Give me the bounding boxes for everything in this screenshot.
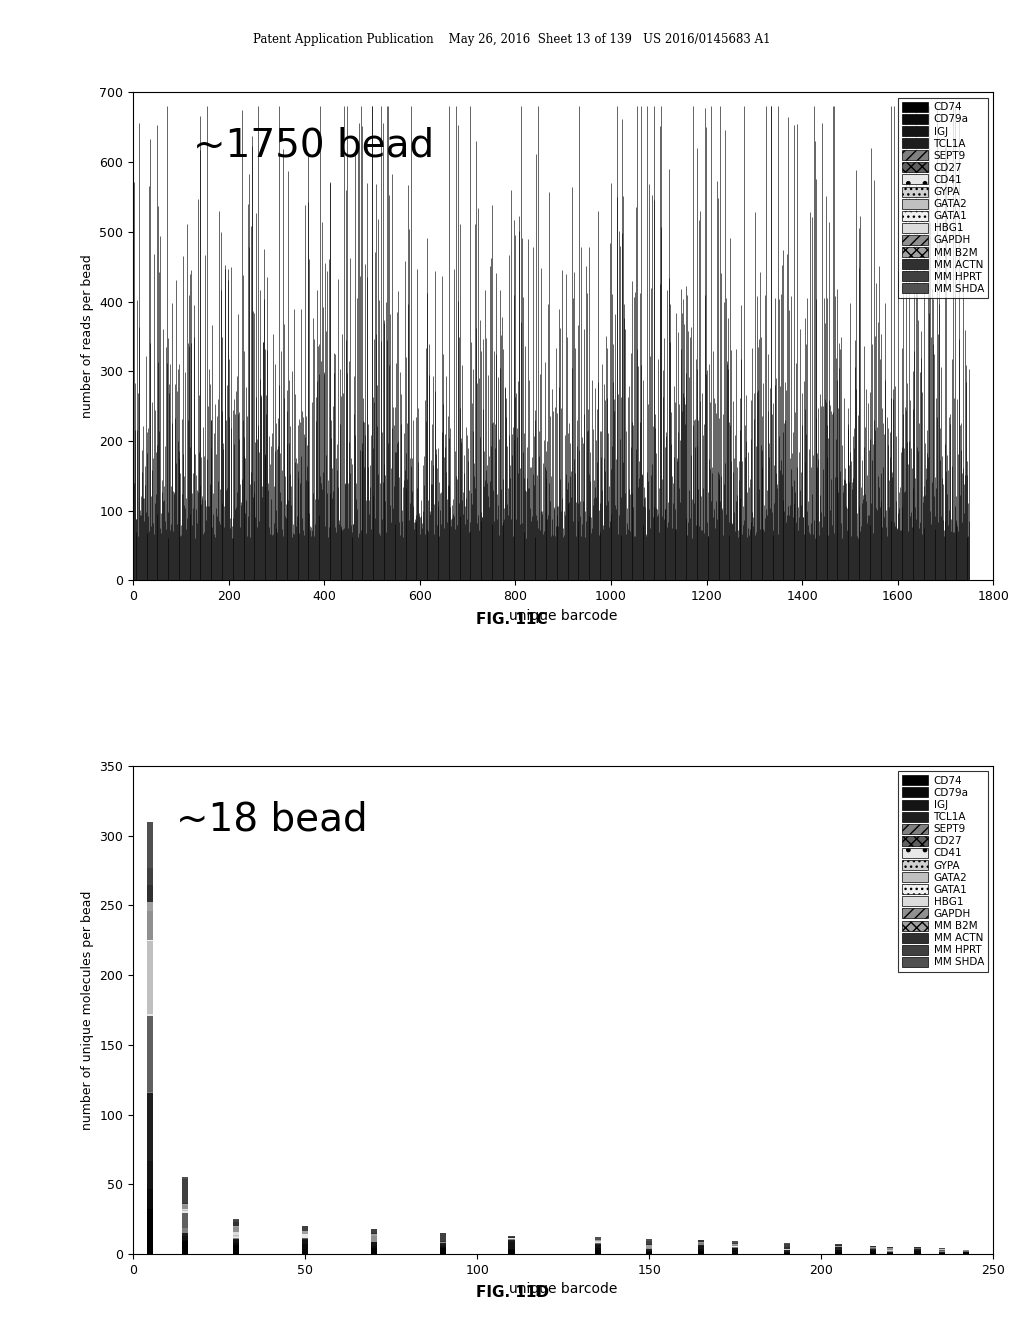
- Bar: [836, 1247, 842, 1250]
- Bar: [509, 1239, 515, 1242]
- Bar: [783, 1250, 790, 1251]
- Bar: [233, 1238, 240, 1241]
- Bar: [233, 1232, 240, 1236]
- Bar: [233, 1242, 240, 1245]
- Bar: [697, 1251, 703, 1254]
- Bar: [181, 1205, 187, 1209]
- Bar: [181, 1210, 187, 1213]
- Bar: [869, 1250, 876, 1251]
- Bar: [147, 1162, 154, 1189]
- Bar: [302, 1234, 308, 1238]
- Bar: [595, 1245, 601, 1247]
- Bar: [233, 1220, 240, 1222]
- Bar: [646, 1241, 652, 1245]
- Bar: [914, 1250, 921, 1251]
- Bar: [646, 1249, 652, 1250]
- Bar: [233, 1245, 240, 1254]
- X-axis label: unique barcode: unique barcode: [509, 1282, 617, 1296]
- Bar: [783, 1245, 790, 1247]
- Bar: [371, 1229, 377, 1233]
- Bar: [887, 1247, 893, 1250]
- X-axis label: unique barcode: unique barcode: [509, 609, 617, 623]
- Bar: [147, 911, 154, 940]
- Text: FIG. 11D: FIG. 11D: [475, 1286, 549, 1300]
- Bar: [646, 1238, 652, 1241]
- Bar: [181, 1233, 187, 1237]
- Legend: CD74, CD79a, IGJ, TCL1A, SEPT9, CD27, CD41, GYPA, GATA2, GATA1, HBG1, GAPDH, MM : CD74, CD79a, IGJ, TCL1A, SEPT9, CD27, CD…: [898, 771, 988, 972]
- Bar: [732, 1246, 738, 1247]
- Bar: [836, 1250, 842, 1253]
- Bar: [595, 1242, 601, 1243]
- Bar: [646, 1253, 652, 1254]
- Bar: [302, 1226, 308, 1232]
- Bar: [371, 1242, 377, 1246]
- Bar: [233, 1241, 240, 1242]
- Bar: [147, 884, 154, 903]
- Bar: [302, 1243, 308, 1254]
- Bar: [371, 1237, 377, 1242]
- Bar: [147, 869, 154, 884]
- Y-axis label: number of unique molecules per bead: number of unique molecules per bead: [81, 890, 94, 1130]
- Bar: [783, 1247, 790, 1249]
- Y-axis label: number of reads per bead: number of reads per bead: [81, 255, 94, 418]
- Bar: [147, 1014, 154, 1015]
- Bar: [181, 1213, 187, 1228]
- Bar: [181, 1228, 187, 1233]
- Bar: [595, 1250, 601, 1254]
- Bar: [697, 1243, 703, 1245]
- Bar: [147, 903, 154, 911]
- Bar: [697, 1246, 703, 1250]
- Bar: [147, 1015, 154, 1093]
- Bar: [439, 1249, 445, 1254]
- Bar: [147, 1189, 154, 1209]
- Bar: [233, 1226, 240, 1232]
- Bar: [147, 941, 154, 1014]
- Bar: [371, 1249, 377, 1254]
- Text: ~1750 bead: ~1750 bead: [194, 127, 434, 165]
- Text: FIG. 11C: FIG. 11C: [476, 612, 548, 627]
- Bar: [439, 1243, 445, 1245]
- Bar: [697, 1241, 703, 1242]
- Bar: [147, 1209, 154, 1254]
- Bar: [181, 1179, 187, 1204]
- Bar: [732, 1250, 738, 1254]
- Bar: [147, 822, 154, 869]
- Bar: [371, 1234, 377, 1237]
- Bar: [181, 1241, 187, 1254]
- Bar: [147, 1093, 154, 1162]
- Bar: [595, 1247, 601, 1250]
- Legend: CD74, CD79a, IGJ, TCL1A, SEPT9, CD27, CD41, GYPA, GATA2, GATA1, HBG1, GAPDH, MM : CD74, CD79a, IGJ, TCL1A, SEPT9, CD27, CD…: [898, 98, 988, 298]
- Bar: [595, 1237, 601, 1241]
- Bar: [302, 1241, 308, 1243]
- Bar: [697, 1245, 703, 1246]
- Bar: [181, 1177, 187, 1179]
- Bar: [302, 1232, 308, 1234]
- Bar: [509, 1242, 515, 1249]
- Text: ~18 bead: ~18 bead: [176, 800, 368, 838]
- Text: Patent Application Publication    May 26, 2016  Sheet 13 of 139   US 2016/014568: Patent Application Publication May 26, 2…: [253, 33, 771, 46]
- Bar: [233, 1222, 240, 1226]
- Bar: [869, 1251, 876, 1254]
- Bar: [732, 1247, 738, 1250]
- Bar: [509, 1250, 515, 1254]
- Bar: [914, 1251, 921, 1254]
- Bar: [783, 1243, 790, 1245]
- Bar: [646, 1246, 652, 1249]
- Bar: [439, 1246, 445, 1249]
- Bar: [439, 1233, 445, 1242]
- Bar: [697, 1250, 703, 1251]
- Bar: [439, 1245, 445, 1246]
- Bar: [836, 1253, 842, 1254]
- Bar: [371, 1246, 377, 1249]
- Bar: [181, 1237, 187, 1239]
